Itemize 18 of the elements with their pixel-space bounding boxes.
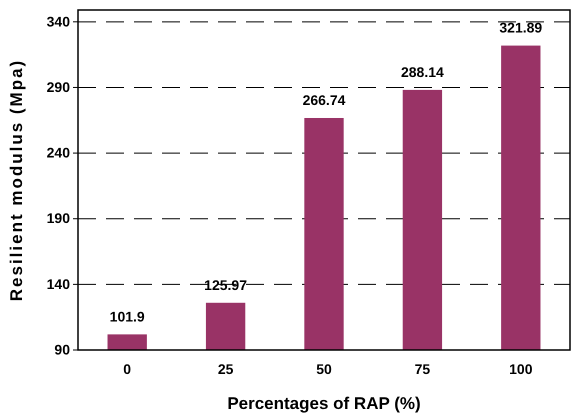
x-tick-label: 0 bbox=[123, 360, 132, 377]
y-tick-label: 290 bbox=[46, 78, 70, 95]
data-label: 125.97 bbox=[204, 276, 248, 293]
data-label: 288.14 bbox=[400, 64, 444, 80]
data-label: 266.74 bbox=[302, 92, 346, 108]
x-tick-label: 50 bbox=[316, 360, 332, 377]
data-label: 321.89 bbox=[499, 20, 542, 36]
y-axis-title: Resilient modulus (Mpa) bbox=[7, 58, 26, 302]
y-tick-label: 240 bbox=[46, 144, 70, 161]
y-tick-label: 340 bbox=[46, 13, 70, 30]
x-tick-label: 75 bbox=[414, 360, 430, 377]
y-tick-label: 90 bbox=[54, 341, 70, 358]
x-axis-title: Percentages of RAP (%) bbox=[227, 394, 421, 413]
y-tick-label: 140 bbox=[46, 276, 70, 292]
x-tick-label: 100 bbox=[509, 360, 533, 377]
data-label: 101.9 bbox=[110, 308, 145, 324]
x-tick-label: 25 bbox=[218, 360, 234, 377]
y-tick-label: 190 bbox=[46, 210, 70, 226]
